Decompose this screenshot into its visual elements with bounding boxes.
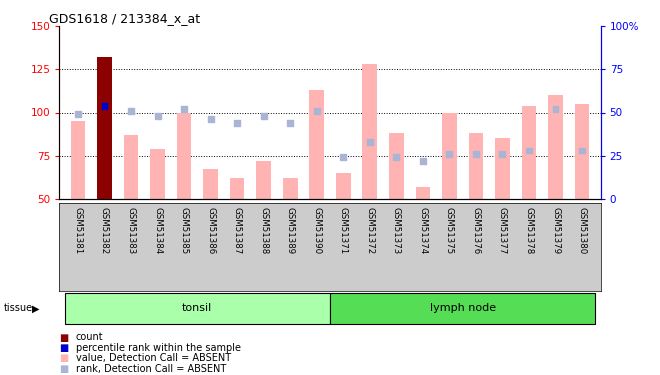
Text: GSM51378: GSM51378	[525, 207, 533, 254]
Point	[497, 151, 508, 157]
Bar	[362, 64, 377, 199]
Text: tissue: tissue	[3, 303, 32, 313]
Bar	[230, 178, 244, 199]
Bar	[548, 95, 563, 199]
Point	[232, 120, 242, 126]
Text: ▶: ▶	[32, 303, 39, 313]
Bar	[575, 104, 589, 199]
Text: GSM51381: GSM51381	[73, 207, 82, 254]
Text: GSM51387: GSM51387	[232, 207, 242, 254]
Bar	[71, 121, 85, 199]
Point	[73, 111, 83, 117]
Text: lymph node: lymph node	[430, 303, 496, 313]
Point	[471, 151, 481, 157]
Bar	[330, 292, 595, 324]
Text: GSM51382: GSM51382	[100, 207, 109, 254]
Text: ■: ■	[59, 354, 69, 363]
Text: GSM51373: GSM51373	[392, 207, 401, 254]
Text: GSM51388: GSM51388	[259, 207, 268, 254]
Text: count: count	[76, 333, 104, 342]
Point	[152, 113, 163, 119]
Text: GSM51385: GSM51385	[180, 207, 189, 254]
Text: GSM51376: GSM51376	[471, 207, 480, 254]
Text: GDS1618 / 213384_x_at: GDS1618 / 213384_x_at	[49, 12, 200, 25]
Text: GSM51389: GSM51389	[286, 207, 295, 254]
Point	[338, 154, 348, 160]
Text: GSM51374: GSM51374	[418, 207, 428, 254]
Text: ■: ■	[59, 333, 69, 342]
Text: GSM51386: GSM51386	[206, 207, 215, 254]
Bar	[416, 187, 430, 199]
Point	[285, 120, 296, 126]
Bar	[177, 112, 191, 199]
Point	[391, 154, 401, 160]
Bar	[389, 133, 404, 199]
Point	[312, 108, 322, 114]
Text: GSM51390: GSM51390	[312, 207, 321, 254]
Text: GSM51372: GSM51372	[365, 207, 374, 254]
Point	[550, 106, 561, 112]
Bar	[442, 112, 457, 199]
Point	[577, 147, 587, 153]
Bar	[495, 138, 510, 199]
Text: GSM51380: GSM51380	[578, 207, 587, 254]
Point	[126, 108, 137, 114]
Bar	[521, 106, 537, 199]
Point	[99, 103, 110, 109]
Bar	[97, 57, 112, 199]
Text: rank, Detection Call = ABSENT: rank, Detection Call = ABSENT	[76, 364, 226, 374]
Point	[418, 158, 428, 164]
Text: GSM51383: GSM51383	[127, 207, 135, 254]
Point	[179, 106, 189, 112]
Bar	[256, 161, 271, 199]
Bar	[65, 292, 330, 324]
Bar	[310, 90, 324, 199]
Point	[205, 116, 216, 122]
Text: GSM51371: GSM51371	[339, 207, 348, 254]
Bar	[336, 173, 350, 199]
Text: GSM51375: GSM51375	[445, 207, 454, 254]
Bar	[469, 133, 483, 199]
Point	[259, 113, 269, 119]
Text: GSM51379: GSM51379	[551, 207, 560, 254]
Point	[364, 139, 375, 145]
Point	[523, 147, 534, 153]
Bar	[150, 149, 165, 199]
Text: GSM51384: GSM51384	[153, 207, 162, 254]
Point	[444, 151, 455, 157]
Text: ■: ■	[59, 364, 69, 374]
Bar	[283, 178, 298, 199]
Text: tonsil: tonsil	[182, 303, 213, 313]
Text: ■: ■	[59, 343, 69, 353]
Text: percentile rank within the sample: percentile rank within the sample	[76, 343, 241, 353]
Bar	[203, 170, 218, 199]
Text: value, Detection Call = ABSENT: value, Detection Call = ABSENT	[76, 354, 231, 363]
Text: GSM51377: GSM51377	[498, 207, 507, 254]
Bar	[123, 135, 139, 199]
